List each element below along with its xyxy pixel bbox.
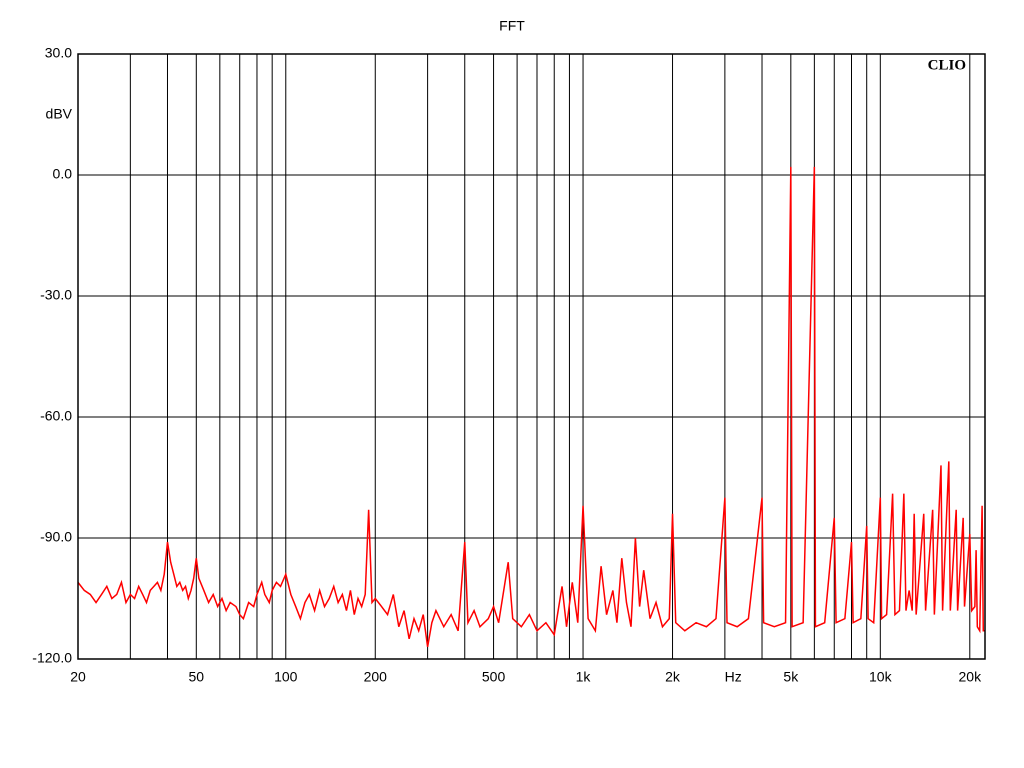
x-tick-label: 20k — [959, 669, 983, 685]
chart-title: FFT — [499, 18, 525, 34]
x-tick-label: 5k — [783, 669, 799, 685]
x-tick-label: 50 — [189, 669, 205, 685]
plot-border — [77, 53, 986, 660]
y-tick-label: 0.0 — [53, 166, 73, 182]
x-tick-label: Hz — [725, 669, 742, 685]
x-tick-label: 10k — [869, 669, 893, 685]
x-tick-label: 500 — [482, 669, 506, 685]
watermark: CLIO — [928, 57, 966, 73]
y-tick-label: 30.0 — [45, 45, 72, 61]
x-tick-label: 200 — [364, 669, 388, 685]
y-tick-label: -120.0 — [32, 650, 72, 666]
y-tick-label: -60.0 — [40, 408, 72, 424]
x-tick-label: 1k — [576, 669, 592, 685]
x-tick-label: 2k — [665, 669, 681, 685]
y-tick-label: -30.0 — [40, 287, 72, 303]
y-axis-label: dBV — [46, 106, 73, 122]
x-tick-label: 100 — [274, 669, 298, 685]
x-tick-label: 20 — [70, 669, 86, 685]
spectrum-line — [77, 166, 985, 648]
y-tick-label: -90.0 — [40, 529, 72, 545]
